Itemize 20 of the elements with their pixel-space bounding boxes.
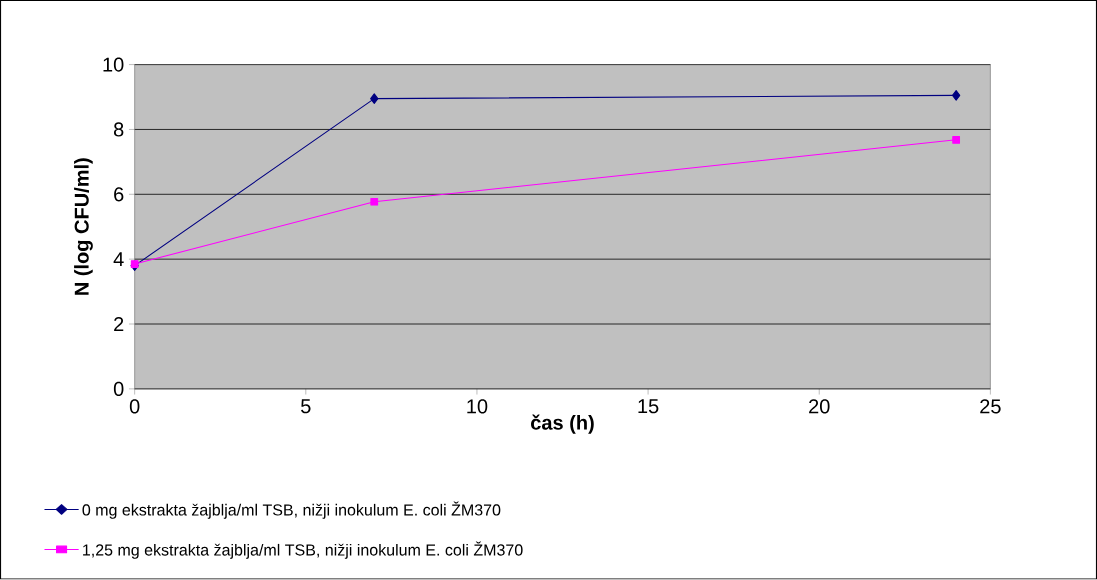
legend-label: 1,25 mg ekstrakta žajblja/ml TSB, nižji inokulum E. coli ŽM370 — [83, 541, 523, 560]
y-tick-label: 4 — [113, 252, 124, 267]
point — [952, 136, 961, 144]
x-tick-label: 20 — [809, 399, 830, 414]
y-tick-label: 10 — [103, 57, 124, 72]
y-tick-label: 8 — [114, 122, 124, 137]
y-axis-title: N (log CFU/ml) — [74, 158, 93, 296]
y-tick-label: 0 — [113, 381, 124, 397]
point — [370, 198, 379, 206]
legend-label: 0 mg ekstrakta žajblja/ml TSB, nižji inokulum E. coli ŽM370 — [82, 501, 501, 520]
point — [370, 93, 379, 105]
x-tick-label: 15 — [638, 399, 659, 414]
x-tick-label: 25 — [980, 399, 1001, 414]
x-axis-title: čas (h) — [531, 414, 594, 434]
point — [952, 90, 961, 101]
y-tick-label: 2 — [114, 317, 124, 332]
x-tick-label: 5 — [301, 399, 311, 414]
x-tick-label: 10 — [467, 399, 488, 414]
y-tick-label: 6 — [114, 187, 124, 202]
x-tick-label: 0 — [129, 399, 140, 414]
